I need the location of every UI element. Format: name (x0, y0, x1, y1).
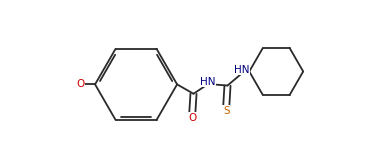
Text: HN: HN (200, 76, 215, 87)
Text: O: O (188, 113, 197, 123)
Text: S: S (223, 106, 229, 116)
Text: HN: HN (234, 65, 249, 75)
Text: O: O (76, 79, 85, 89)
